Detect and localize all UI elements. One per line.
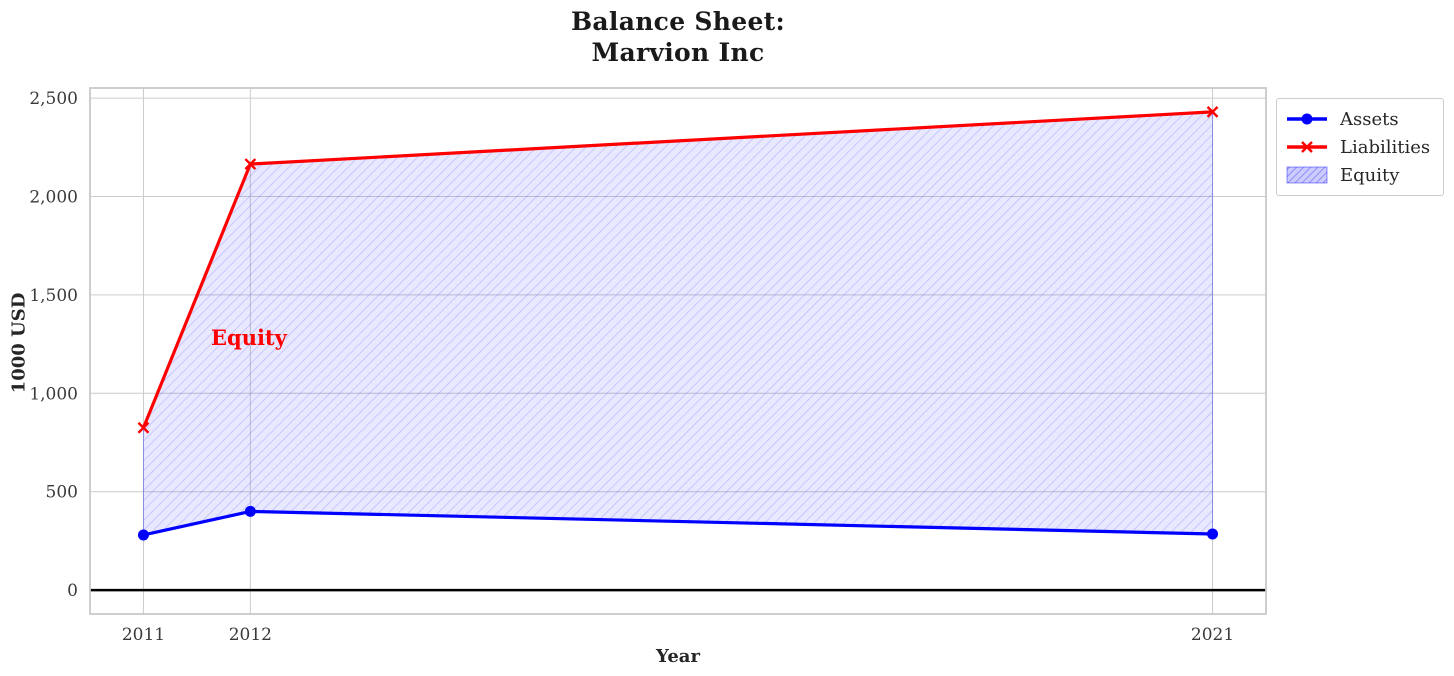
assets-line-sample-icon: [1287, 113, 1327, 125]
liabilities-marker: [244, 158, 257, 170]
legend-label-assets: Assets: [1340, 108, 1399, 130]
liabilities-line-sample-icon: [1287, 141, 1327, 153]
equity-fill-area: [142, 111, 1214, 536]
y-tick-label: 0: [67, 581, 78, 601]
x-tick-label: 2011: [122, 625, 165, 645]
chart-title-line2: Marvion Inc: [591, 38, 765, 67]
x-tick-label: 2021: [1191, 625, 1234, 645]
equity-annotation: Equity: [211, 325, 287, 350]
chart-title-line1: Balance Sheet:: [570, 7, 786, 36]
x-axis-label: Year: [656, 646, 700, 667]
legend-item-liabilities: Liabilities: [1285, 133, 1433, 161]
legend-item-equity: Equity: [1285, 161, 1433, 189]
assets-marker: [137, 529, 149, 541]
assets-marker: [244, 505, 256, 517]
plot-border: [89, 87, 1267, 615]
y-tick-label: 1,000: [29, 384, 78, 404]
assets-marker: [1207, 528, 1219, 540]
y-tick-label: 1,500: [29, 286, 78, 306]
liabilities-marker: [1206, 106, 1219, 118]
legend: Assets Liabilities Equity: [1276, 98, 1444, 196]
y-axis-label-text: 1000 USD: [8, 292, 30, 394]
legend-label-liabilities: Liabilities: [1340, 136, 1431, 158]
equity-hatch-sample-icon: [1286, 166, 1328, 184]
x-tick-label: 2012: [229, 625, 272, 645]
chart-title: Balance Sheet: Marvion Inc: [90, 6, 1266, 68]
liabilities-marker: [137, 421, 150, 434]
y-tick-label: 2,000: [29, 188, 78, 208]
y-tick-label: 500: [46, 483, 78, 503]
legend-label-equity: Equity: [1340, 164, 1400, 186]
legend-item-assets: Assets: [1285, 105, 1433, 133]
y-tick-label: 2,500: [29, 89, 78, 109]
